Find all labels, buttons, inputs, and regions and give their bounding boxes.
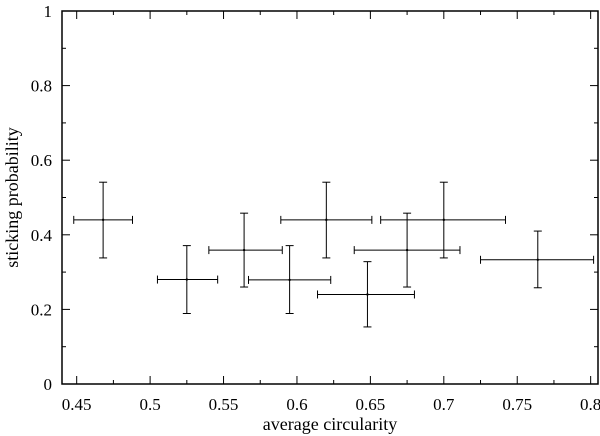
plot-frame [61,10,599,385]
x-tick-label: 0.55 [209,395,239,414]
data-point [317,261,415,328]
data-marker [325,218,328,222]
data-points [73,181,595,328]
data-marker [405,248,409,252]
data-marker [185,278,189,281]
x-axis-label: average circularity [263,414,397,434]
y-axis-ticks: 0 0.2 0.4 0.6 0.8 1 [31,2,598,394]
y-tick-label: 1 [44,2,53,21]
data-marker [101,218,105,222]
data-marker [366,293,369,296]
y-tick-label: 0.4 [31,226,53,245]
x-axis-ticks: 0.45 0.5 0.55 0.6 0.65 0.7 0.75 0.8 [62,11,600,414]
data-point [247,245,332,315]
x-tick-label: 0.8 [580,395,600,414]
data-point [208,212,283,288]
y-tick-label: 0.6 [31,151,52,170]
x-tick-label: 0.65 [356,395,386,414]
x-tick-label: 0.6 [286,395,307,414]
x-tick-label: 0.7 [433,395,455,414]
y-axis-label: sticking probability [2,127,22,267]
data-marker [442,218,446,222]
data-point [353,212,461,288]
y-tick-label: 0.2 [31,300,52,319]
data-marker [242,248,246,252]
x-tick-label: 0.45 [62,395,92,414]
data-point [380,181,506,259]
data-marker [536,258,539,261]
data-point [156,245,219,315]
data-point [280,181,373,259]
x-tick-label: 0.5 [139,395,160,414]
y-tick-label: 0.8 [31,77,52,96]
data-marker [288,278,291,282]
data-point [480,230,595,289]
y-tick-label: 0 [44,375,53,394]
x-tick-label: 0.75 [502,395,532,414]
data-point [73,181,133,259]
